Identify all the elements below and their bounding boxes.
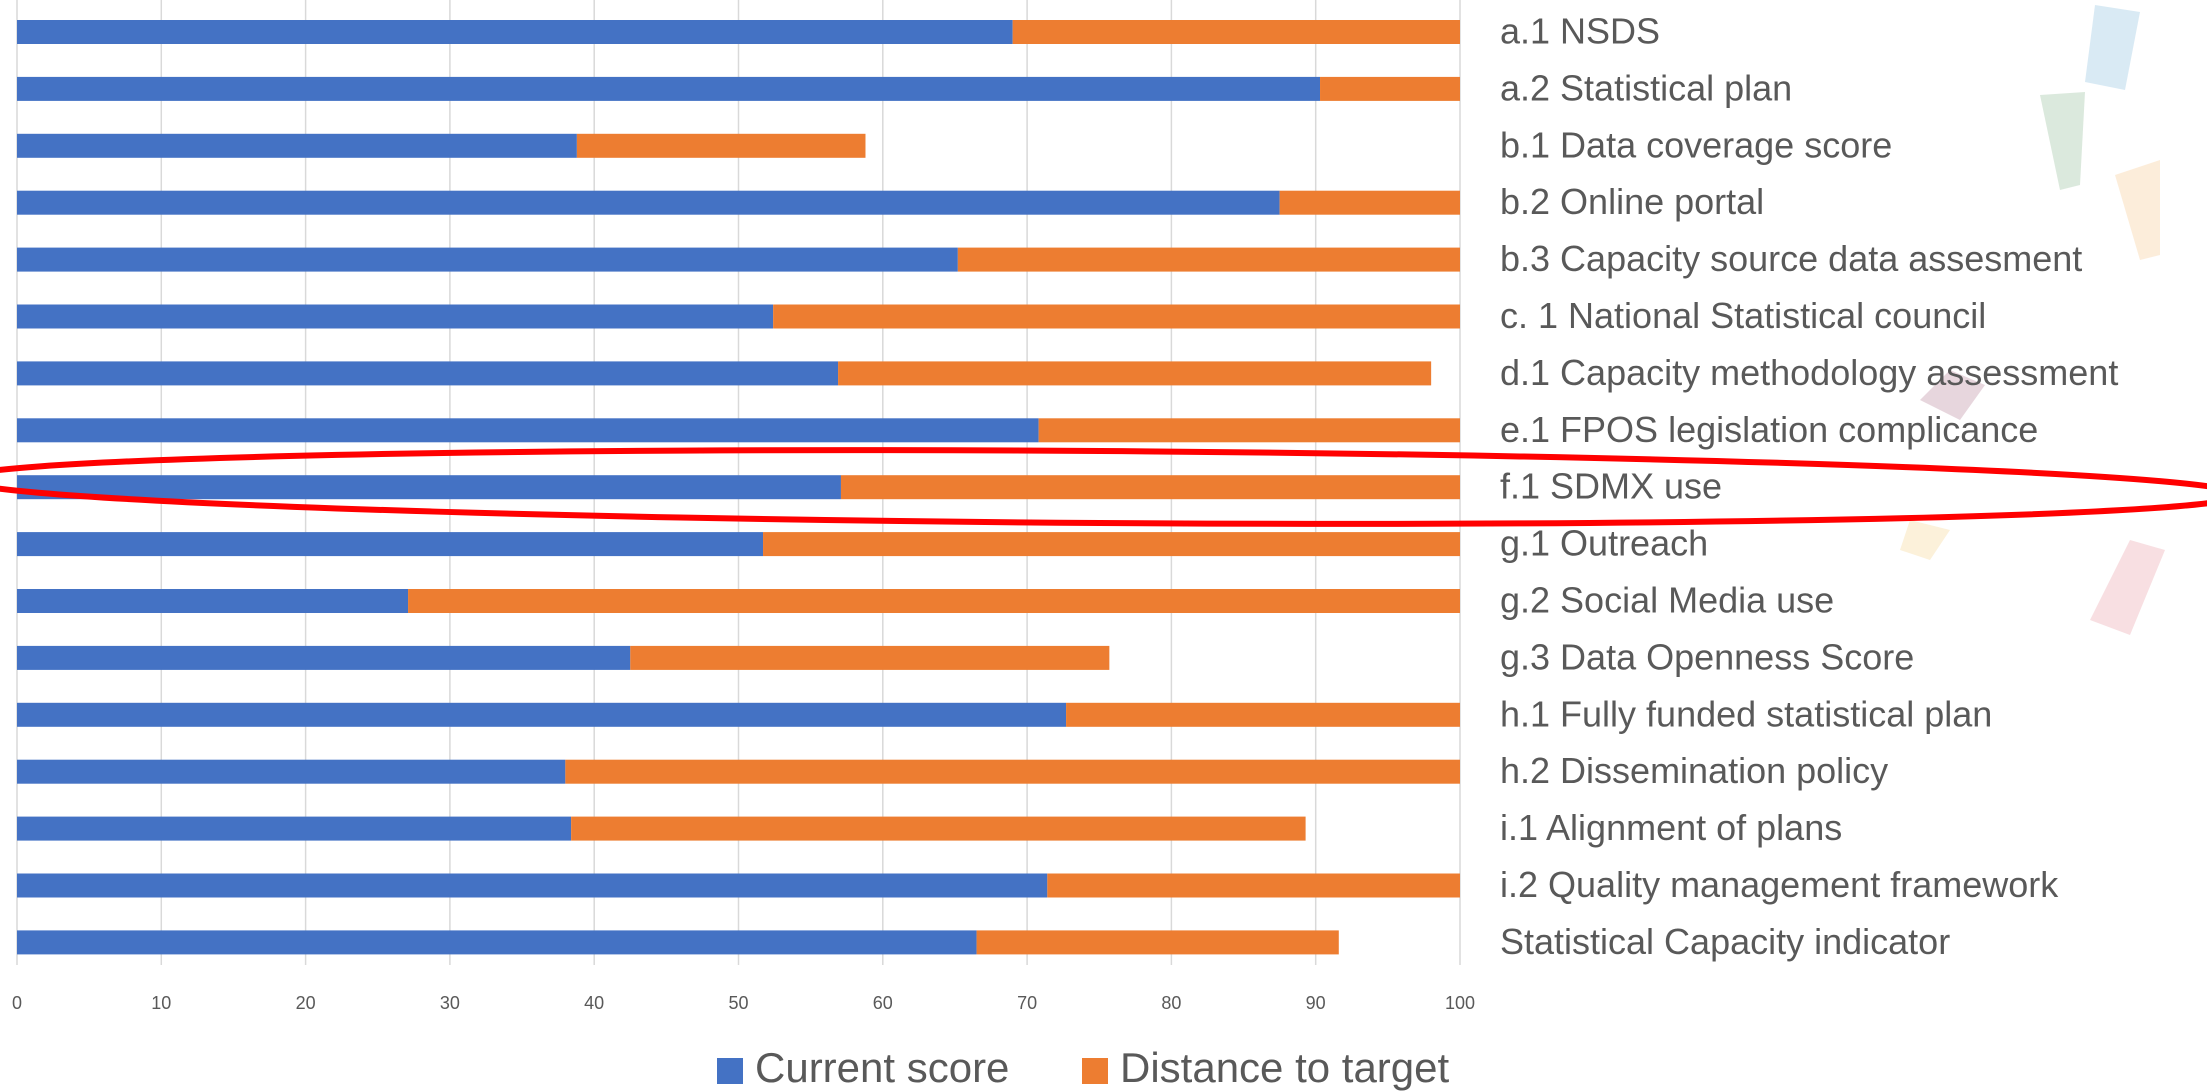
legend-swatch [1082,1058,1108,1084]
bar-segment [17,133,577,158]
bar-segment [17,190,1280,215]
legend-label: Distance to target [1120,1044,1450,1091]
bar-segment [838,361,1432,386]
x-tick-label: 40 [584,993,604,1013]
bar-segment [576,133,866,158]
bar-segment [1066,702,1460,727]
bar-segment [17,589,409,613]
bars [17,20,1461,955]
bar-segment [976,930,1339,955]
x-tick-label: 100 [1445,993,1475,1013]
bar-segment [17,418,1039,443]
category-label: f.1 SDMX use [1500,466,1722,507]
bar-segment [17,645,631,670]
bar-segment [17,304,774,329]
category-label: g.2 Social Media use [1500,580,1834,621]
highlight-ellipse [0,447,2207,527]
category-label: d.1 Capacity methodology assessment [1500,352,2118,393]
category-label: h.2 Dissemination policy [1500,750,1888,791]
bar-segment [565,759,1460,784]
legend-label: Current score [755,1044,1009,1091]
bar-segment [17,20,1013,44]
bar-segment [17,702,1067,727]
category-label: b.3 Capacity source data assesment [1500,238,2082,279]
legend-swatch [717,1058,743,1084]
category-label: i.1 Alignment of plans [1500,807,1842,848]
bar-segment [17,247,958,272]
bar-segment [763,532,1460,557]
x-tick-label: 20 [296,993,316,1013]
x-tick-label: 90 [1306,993,1326,1013]
x-tick-label: 60 [873,993,893,1013]
category-label: b.1 Data coverage score [1500,124,1892,165]
category-label: b.2 Online portal [1500,181,1764,222]
bar-segment [17,816,572,841]
category-label: g.1 Outreach [1500,523,1708,564]
bar-segment [17,930,977,955]
bar-segment [17,475,841,500]
x-tick-label: 80 [1161,993,1181,1013]
bar-segment [840,475,1460,500]
category-label: g.3 Data Openness Score [1500,636,1914,677]
category-label: e.1 FPOS legislation complicance [1500,409,2038,450]
x-tick-label: 10 [151,993,171,1013]
x-tick-label: 50 [728,993,748,1013]
bar-segment [17,532,764,557]
category-label: Statistical Capacity indicator [1500,921,1950,962]
x-tick-label: 70 [1017,993,1037,1013]
bar-segment [17,759,566,784]
category-label: c. 1 National Statistical council [1500,295,1986,336]
bar-segment [957,247,1460,272]
bar-segment [773,304,1460,329]
bar-segment [1012,20,1460,44]
category-label: a.2 Statistical plan [1500,67,1792,108]
bar-segment [17,873,1048,898]
bar-segment [1320,76,1460,101]
x-tick-label: 30 [440,993,460,1013]
bar-segment [408,589,1461,613]
bar-segment [1279,190,1460,215]
bar-segment [1038,418,1460,443]
category-label: h.1 Fully funded statistical plan [1500,693,1992,734]
x-tick-label: 0 [12,993,22,1013]
bar-segment [630,645,1110,670]
bar-segment [571,816,1306,841]
category-label: a.1 NSDS [1500,11,1660,52]
decoration [1900,5,2165,635]
bar-segment [17,76,1321,101]
category-label: i.2 Quality management framework [1500,864,2059,905]
bar-segment [17,361,839,386]
bar-segment [1047,873,1460,898]
